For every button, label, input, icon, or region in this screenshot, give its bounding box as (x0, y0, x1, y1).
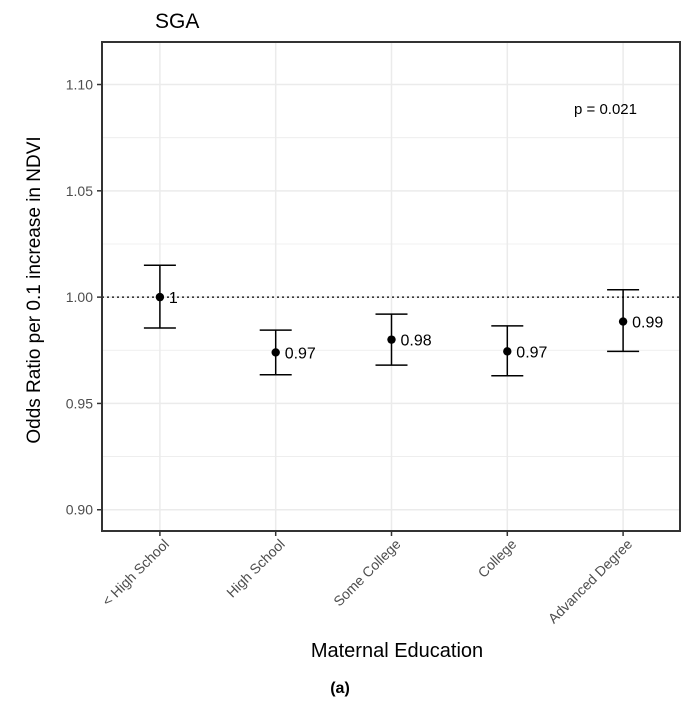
data-point (618, 317, 628, 326)
data-point-group: 0.97 (491, 325, 548, 377)
y-tick-label: 0.95 (66, 395, 93, 411)
data-point (503, 347, 512, 356)
data-label: 0.99 (632, 315, 663, 332)
data-label: 0.97 (285, 345, 316, 362)
p-value-annotation: p = 0.021 (574, 101, 637, 118)
data-point-group: 0.99 (607, 288, 663, 353)
y-tick-label: 1.10 (66, 77, 93, 93)
data-point-group: 0.98 (375, 313, 432, 366)
x-tick-label: College (475, 536, 520, 581)
data-point (155, 292, 165, 302)
data-point-group: 1 (143, 264, 178, 329)
y-tick-label: 0.90 (66, 502, 93, 518)
x-tick-label: High School (223, 536, 288, 601)
data-label: 1 (169, 290, 178, 307)
y-tick-label: 1.00 (66, 289, 93, 305)
x-axis-label: Maternal Education (311, 640, 483, 662)
x-tick-label: < High School (99, 536, 172, 609)
x-tick-label: Advanced Degree (545, 536, 636, 627)
data-point-group: 0.97 (259, 329, 316, 376)
chart-title: SGA (155, 10, 199, 33)
data-label: 0.97 (516, 344, 547, 361)
x-tick-label: Some College (330, 536, 404, 610)
grid-lines (102, 42, 681, 531)
data-series: 1 0.97 0.98 0.97 0.99 (143, 264, 663, 377)
y-axis-label: Odds Ratio per 0.1 increase in NDVI (24, 136, 45, 443)
y-tick-label: 1.05 (66, 183, 93, 199)
axes: 0.90 0.95 1.00 1.05 1.10 < High School High Sc… (66, 41, 681, 627)
data-point (387, 335, 396, 344)
data-point (271, 348, 280, 357)
figure-caption: (a) (330, 680, 350, 697)
data-label: 0.98 (401, 333, 432, 350)
